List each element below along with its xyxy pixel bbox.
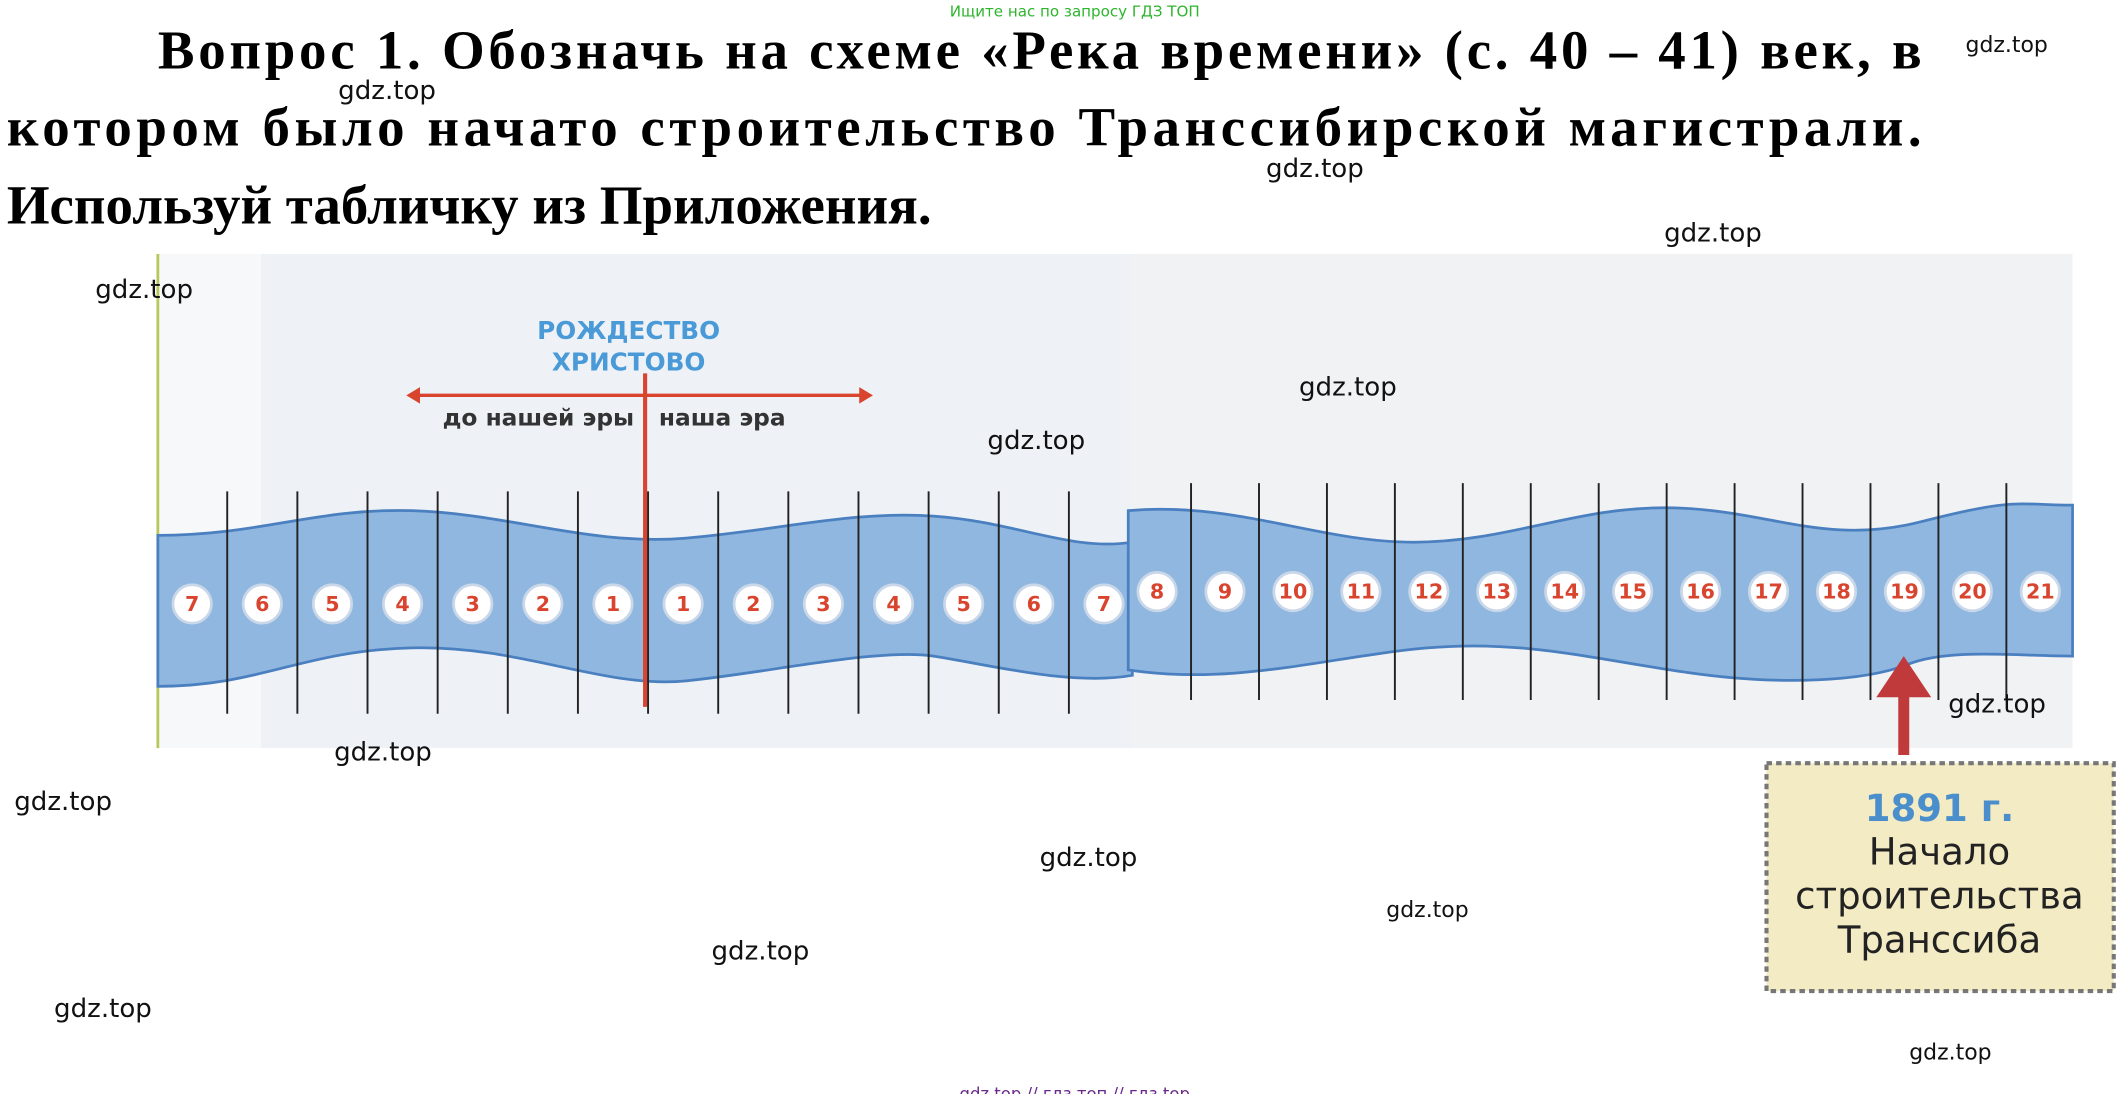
christ-label: ХРИСТОВО [552,348,706,377]
century-number: 2 [746,592,760,616]
watermark: gdz.top [1386,898,1468,923]
watermark: gdz.top [338,76,436,106]
page-scan [1132,253,2073,749]
century-number: 4 [886,592,900,616]
century-circle [1815,571,1858,613]
card: 1891 г. Начало строительства Транссиба [1764,761,2116,994]
century-circle [1476,571,1518,613]
century-circle [1951,571,1993,613]
century-number: 12 [1415,579,1444,603]
bc-label: до нашей эры [443,404,635,432]
century-circle [381,583,424,625]
century-circle [1204,571,1246,613]
century-number: 2 [536,592,550,616]
century-circle [1544,571,1586,613]
century-number: 21 [2026,579,2055,603]
card-box [1764,761,2116,994]
century-number: 20 [1958,579,1987,603]
card-text: строительства [1795,875,2084,918]
river-figure: РОЖДЕСТВО ХРИСТОВО до нашей эры наша эра… [156,253,2074,755]
ad-label: наша эра [659,404,786,432]
century-circle [311,583,354,625]
century-number: 17 [1754,579,1783,603]
card-year: 1891 г. [1865,787,2014,830]
century-circle [1408,571,1450,613]
century-number: 3 [816,592,830,616]
watermark: gdz.top [1664,219,1762,249]
watermark: gdz.top [334,737,432,767]
century-circle [2019,571,2061,613]
century-circle [522,583,564,625]
century-number: 18 [1822,579,1851,603]
century-number: 1 [676,592,690,616]
century-circle [1340,571,1382,613]
century-number: 5 [957,592,971,616]
century-number: 5 [325,592,339,616]
watermark: gdz.top [1040,843,1138,873]
question-line: Вопрос 1. Обозначь на схеме «Река времен… [158,20,1922,81]
century-number: 19 [1890,579,1919,603]
century-circle [802,583,844,625]
century-circle [592,583,634,625]
century-number: 3 [466,592,480,616]
century-number: 13 [1482,579,1511,603]
watermark: gdz.top [1909,1041,1991,1066]
century-number: 14 [1550,579,1579,603]
pointer-arrowhead [1876,656,1932,698]
century-circle [1136,571,1178,613]
century-number: 9 [1218,579,1232,603]
river-band [1126,502,2074,682]
century-number: 4 [395,592,409,616]
century-circle [732,583,774,625]
watermark: gdz.top [1948,689,2046,719]
century-number: 15 [1618,579,1647,603]
header-note: Ищите нас по запросу ГДЗ ТОП [950,2,1200,20]
century-number: 7 [185,592,199,616]
watermark: gdz.top [712,936,810,966]
century-circle [662,583,704,625]
question-line: котором было начато строительство Трансс… [7,97,1922,158]
century-circle [171,583,213,625]
century-circle [1747,571,1790,613]
watermark: gdz.top [1266,154,1364,184]
century-circle [1013,583,1055,625]
century-circle [452,583,494,625]
century-circle [1612,571,1654,613]
century-number: 1 [606,592,620,616]
century-number: 11 [1347,579,1376,603]
century-number: 6 [255,592,269,616]
card-text: Транссиба [1837,919,2041,962]
century-circle [872,583,915,625]
watermark: gdz.top [95,275,193,305]
century-number: 10 [1279,579,1308,603]
watermark: gdz.top [1299,372,1397,402]
century-circle [241,583,283,625]
watermark: gdz.top [14,787,112,817]
century-number: 8 [1150,579,1164,603]
watermark: gdz.top [987,426,1085,456]
question-line: Используй табличку из Приложения. [7,175,932,236]
christ-label: РОЖДЕСТВО [537,316,720,345]
century-circle [1083,583,1125,625]
century-number: 16 [1686,579,1715,603]
century-number: 7 [1097,592,1111,616]
century-circle [1272,571,1314,613]
century-circle [1883,571,1926,613]
century-circle [1680,571,1722,613]
watermark: gdz.top [54,994,152,1024]
century-circle [943,583,985,625]
card-text: Начало [1869,831,2011,874]
watermark: gdz.top [1966,33,2048,58]
century-number: 6 [1027,592,1041,616]
footer: gdz top // гдз топ // гдз top [960,1084,1190,1094]
